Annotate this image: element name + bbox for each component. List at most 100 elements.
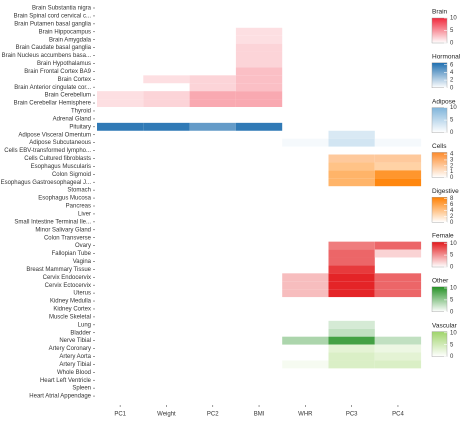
heat-cell — [189, 75, 236, 84]
heat-cell — [374, 241, 422, 250]
heat-cell — [328, 138, 375, 147]
row-label: Adipose Subcutaneous — [29, 140, 91, 146]
heat-cell — [235, 99, 283, 107]
heat-cell — [374, 154, 422, 163]
heat-cell — [143, 91, 190, 100]
heat-cell — [374, 178, 422, 187]
heat-cell — [143, 75, 190, 84]
legend-colorbar — [431, 196, 448, 223]
heat-cell — [374, 289, 422, 298]
row-label: Ovary — [75, 243, 91, 249]
heat-cell — [328, 360, 375, 369]
legend-tick-label: 6 — [450, 62, 454, 68]
row-label: Brain Amygdala — [49, 37, 92, 43]
legend-tick-label: 2 — [450, 163, 454, 169]
row-label: Colon Transverse — [44, 235, 92, 241]
legend-tick-label: 8 — [450, 196, 454, 202]
heat-cell — [328, 257, 375, 266]
row-label: Muscle Skeletal — [49, 314, 91, 320]
row-label: Adipose Visceral Omentum — [18, 132, 91, 138]
heat-cell — [235, 91, 283, 100]
legend-tick-label: 0 — [450, 265, 454, 271]
legend-title: Digestive — [432, 188, 459, 195]
heat-cell — [97, 91, 144, 100]
legend-tick-label: 0 — [450, 175, 454, 181]
row-label: Esophagus Mucosa — [38, 196, 91, 202]
legend-colorbar — [431, 241, 448, 268]
row-label: Brain Putamen basal ganglia — [14, 21, 91, 27]
heat-cell — [374, 138, 422, 147]
legend-tick-label: 10 — [450, 241, 457, 247]
legend-tick-label: 10 — [450, 105, 457, 111]
legend-colorbar — [431, 331, 448, 357]
row-label: Adrenal Gland — [53, 116, 91, 122]
heat-cell — [374, 336, 422, 345]
legend-title: Hormonal — [432, 54, 461, 61]
row-label: Cervix Ectocervix — [45, 283, 91, 289]
row-label: Minor Salivary Gland — [35, 227, 91, 233]
legend-title: Cells — [432, 143, 447, 150]
heat-cell — [189, 91, 236, 100]
legend-colorbar — [431, 286, 448, 312]
col-label: PC3 — [346, 412, 358, 418]
heat-cell — [282, 360, 329, 369]
heat-cell — [374, 273, 422, 282]
heat-cell — [328, 170, 375, 179]
heat-cell — [374, 352, 422, 361]
legend-tick-label: 5 — [450, 253, 454, 259]
heat-cell — [374, 360, 422, 369]
heat-cell — [235, 122, 283, 131]
row-label: Artery Tibial — [59, 362, 91, 368]
legend-title: Female — [432, 233, 454, 240]
heat-cell — [328, 336, 375, 345]
legend-tick-label: 5 — [450, 28, 454, 34]
row-label: Liver — [78, 211, 91, 217]
row-label: Breast Mammary Tissue — [26, 267, 91, 273]
row-label: Brain Cerebellar Hemisphere — [14, 101, 92, 107]
legend-tick-label: 0 — [450, 41, 454, 47]
row-label: Brain Anterior cingulate cor... — [14, 85, 91, 91]
heat-cell — [328, 352, 375, 361]
legend-tick-label: 10 — [450, 330, 457, 336]
row-label: Artery Aorta — [59, 354, 91, 360]
heat-cell — [235, 27, 283, 36]
row-label: Spleen — [72, 386, 91, 392]
heat-cell — [235, 83, 283, 92]
row-label: Kidney Medulla — [50, 299, 92, 305]
col-label: BMI — [254, 412, 265, 418]
heat-cell — [282, 138, 329, 147]
row-label: Uterus — [73, 291, 91, 297]
row-label: Artery Coronary — [49, 346, 91, 352]
legend-tick-label: 0 — [450, 85, 454, 91]
row-label: Thyroid — [71, 109, 91, 115]
heat-cell — [374, 170, 422, 179]
heat-cell — [328, 130, 375, 139]
heat-cell — [143, 99, 190, 107]
legend-title: Adipose — [432, 98, 456, 105]
heat-cell — [235, 67, 283, 76]
legend-tick-label: 6 — [450, 202, 454, 208]
heat-cell — [235, 35, 283, 44]
col-label: Weight — [157, 412, 176, 418]
row-label: Esophagus Muscularis — [31, 164, 91, 170]
heat-cell — [282, 336, 329, 345]
heat-cell — [97, 99, 144, 107]
legend-tick-label: 2 — [450, 214, 454, 220]
row-label: Lung — [78, 322, 91, 328]
legend-tick-label: 0 — [450, 309, 454, 315]
row-label: Cervix Endocervix — [43, 275, 91, 281]
heat-cell — [143, 122, 190, 131]
heat-cell — [328, 273, 375, 282]
col-label: PC2 — [207, 412, 219, 418]
row-label: Pituitary — [69, 124, 91, 130]
row-label: Small Intestine Terminal Ile... — [14, 219, 91, 225]
row-label: Brain Caudate basal ganglia — [16, 45, 92, 51]
row-label: Brain Cerebellum — [45, 93, 91, 99]
row-label: Cells Cultured fibroblasts — [24, 156, 91, 162]
legend-tick-label: 0 — [450, 354, 454, 360]
heat-cell — [97, 122, 144, 131]
col-label: PC4 — [392, 412, 404, 418]
heat-cell — [328, 344, 375, 353]
heat-cell — [282, 289, 329, 298]
